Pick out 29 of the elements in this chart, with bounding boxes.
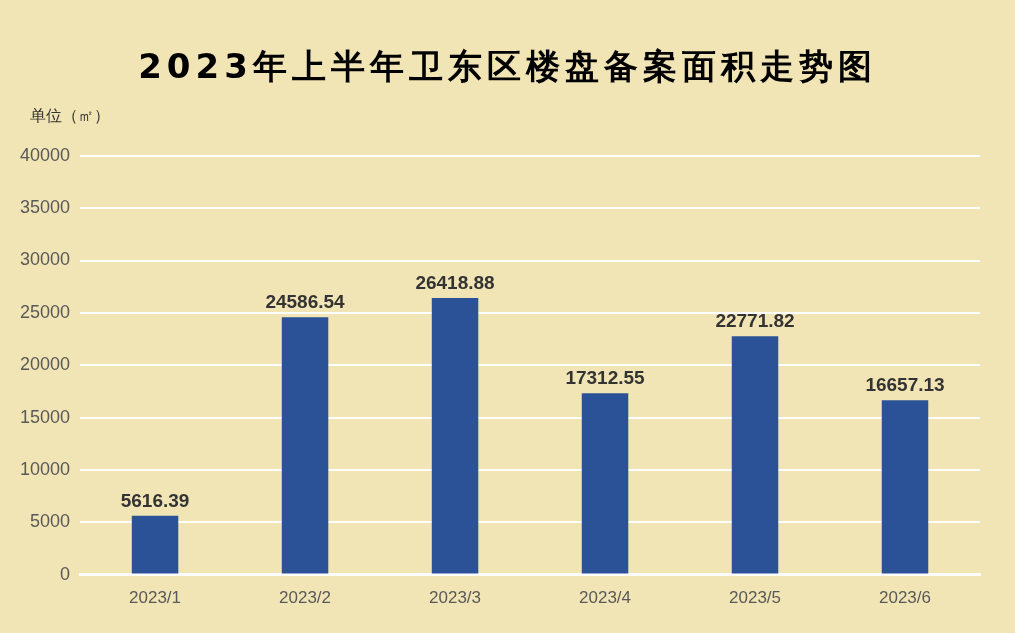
- data-label: 24586.54: [265, 290, 346, 312]
- x-tick-label: 2023/1: [129, 588, 182, 608]
- bar: [281, 317, 329, 574]
- x-tick-label: 2023/5: [729, 588, 782, 608]
- chart-title: 2023年上半年卫东区楼盘备案面积走势图: [137, 45, 878, 88]
- y-tick-label: 20000: [19, 354, 71, 375]
- bar: [131, 515, 179, 574]
- data-label: 5616.39: [120, 489, 190, 511]
- data-label: 26418.88: [415, 271, 495, 293]
- y-tick-label: 15000: [19, 406, 71, 427]
- y-tick-label: 25000: [19, 301, 71, 322]
- x-tick-label: 2023/4: [579, 588, 632, 608]
- y-tick-label: 10000: [19, 458, 71, 479]
- data-label: 17312.55: [565, 367, 646, 389]
- y-tick-label: 5000: [30, 511, 71, 532]
- bar: [581, 393, 629, 574]
- x-tick-label: 2023/3: [429, 588, 482, 608]
- x-tick-label: 2023/2: [279, 588, 332, 608]
- y-tick-label: 0: [60, 563, 71, 584]
- y-tick-label: 40000: [19, 144, 71, 165]
- y-tick-label: 30000: [19, 249, 71, 270]
- bar: [881, 400, 929, 574]
- data-label: 22771.82: [715, 309, 795, 331]
- bar: [731, 336, 779, 574]
- data-label: 16657.13: [865, 373, 945, 395]
- x-tick-label: 2023/6: [879, 588, 931, 608]
- y-axis-title: 单位（㎡）: [30, 106, 110, 127]
- y-tick-label: 35000: [19, 197, 71, 218]
- bar: [431, 297, 479, 574]
